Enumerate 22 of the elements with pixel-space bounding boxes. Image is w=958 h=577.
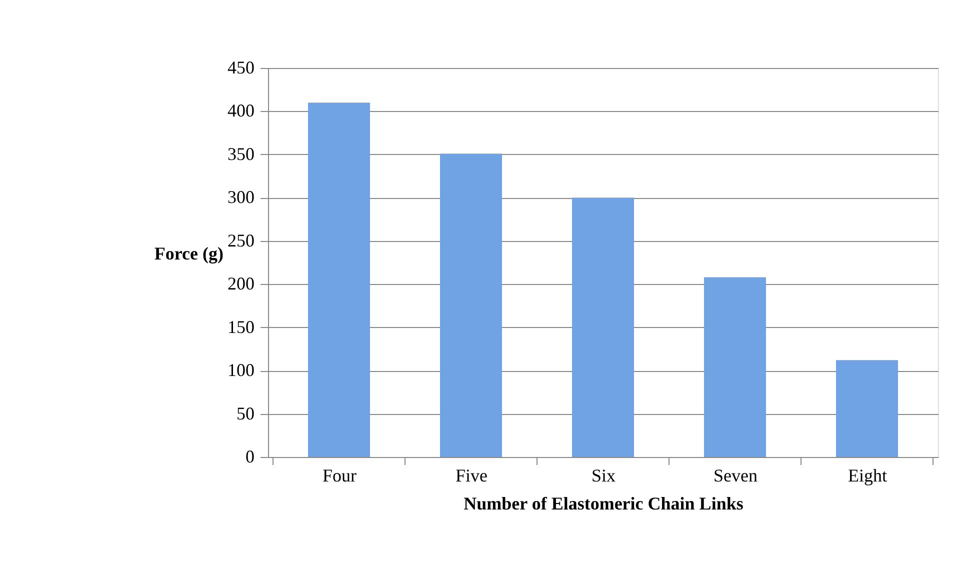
y-tick-label: 100 (228, 360, 254, 380)
x-tick-label: Five (455, 466, 488, 486)
y-tick-label: 300 (228, 187, 254, 208)
bar (836, 360, 898, 457)
bar (308, 102, 370, 457)
x-tick-label: Seven (714, 466, 758, 486)
y-tick-label: 350 (228, 144, 254, 164)
y-tick-label: 450 (228, 58, 254, 78)
x-tick-label: Four (322, 466, 357, 486)
y-tick-label: 0 (246, 446, 254, 466)
y-tick-label: 50 (236, 403, 254, 424)
bar (572, 198, 634, 457)
y-axis-title: Force (g) (154, 244, 224, 264)
y-tick-label: 400 (228, 100, 254, 121)
x-tick-label: Six (591, 466, 616, 486)
y-tick-label: 250 (228, 230, 254, 250)
bar (704, 277, 766, 457)
bar (440, 154, 502, 457)
x-tick-label: Eight (848, 466, 887, 486)
x-axis-title: Number of Elastomeric Chain Links (464, 494, 744, 514)
y-tick-label: 200 (228, 274, 254, 294)
y-tick-label: 150 (228, 316, 254, 337)
